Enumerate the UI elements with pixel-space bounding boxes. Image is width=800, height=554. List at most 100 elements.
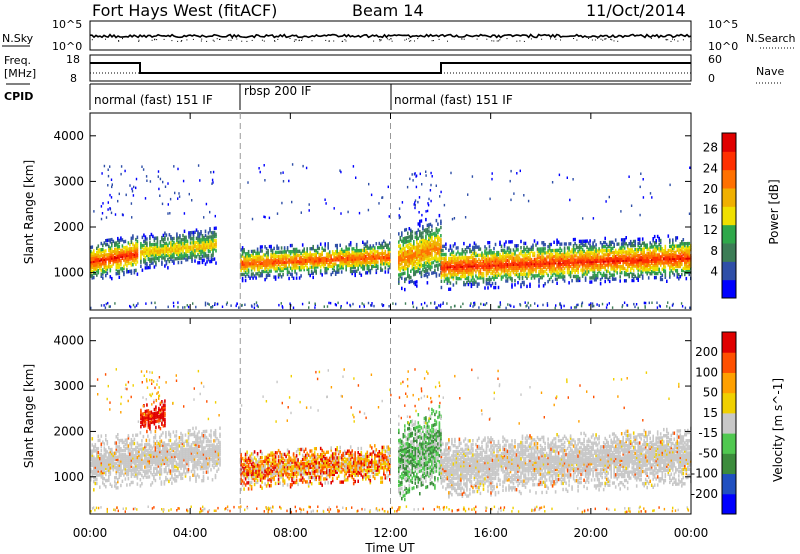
echo-cell — [571, 262, 573, 266]
echo-cell — [614, 269, 617, 273]
echo-cell — [140, 250, 142, 254]
echo-cell — [274, 256, 277, 261]
echo-cell — [533, 261, 536, 266]
echo-cell — [150, 261, 153, 265]
echo-cell — [508, 256, 510, 261]
echo-cell — [345, 253, 347, 257]
echo-cell — [440, 219, 442, 223]
echo-speckle — [324, 198, 326, 201]
echo-cell — [580, 239, 582, 244]
echo-cell — [491, 257, 494, 261]
echo-cell — [650, 251, 653, 255]
echo-cell — [452, 244, 455, 248]
echo-cell — [354, 263, 356, 267]
echo-cell — [118, 265, 121, 269]
echo-cell — [509, 262, 512, 267]
echo-cell — [494, 259, 497, 263]
echo-cell — [678, 256, 680, 260]
echo-speckle — [554, 306, 556, 310]
echo-cell — [670, 265, 673, 269]
echo-cell — [91, 265, 94, 270]
echo-cell — [303, 261, 305, 266]
echo-cell — [669, 257, 671, 261]
echo-speckle — [450, 306, 452, 309]
echo-cell — [520, 239, 522, 244]
echo-cell — [613, 252, 615, 257]
echo-cell — [240, 264, 242, 268]
echo-cell — [494, 281, 497, 286]
echo-cell — [514, 283, 516, 287]
echo-cell — [297, 259, 299, 264]
echo-cell — [365, 271, 367, 275]
echo-cell — [414, 282, 417, 287]
echo-cell — [383, 251, 385, 256]
echo-cell — [327, 252, 329, 256]
echo-cell — [209, 259, 211, 264]
echo-cell — [644, 270, 647, 274]
echo-speckle — [370, 304, 372, 307]
echo-cell — [443, 244, 446, 248]
nsearch-point — [345, 40, 347, 42]
echo-cell — [210, 259, 213, 264]
echo-cell — [541, 261, 543, 265]
echo-cell — [292, 262, 295, 266]
echo-cell — [593, 278, 596, 282]
echo-cell — [590, 251, 593, 255]
echo-cell — [259, 259, 262, 263]
echo-cell — [94, 255, 97, 259]
echo-cell — [503, 265, 506, 269]
echo-cell — [592, 263, 594, 268]
echo-cell — [91, 253, 94, 257]
echo-speckle — [381, 196, 383, 199]
echo-cell — [429, 247, 432, 251]
echo-cell — [684, 244, 686, 248]
echo-cell — [90, 245, 92, 250]
echo-cell — [109, 256, 112, 261]
echo-cell — [675, 236, 677, 240]
echo-cell — [366, 240, 369, 244]
echo-cell — [255, 255, 257, 260]
echo-cell — [536, 265, 539, 270]
echo-speckle — [251, 217, 254, 221]
echo-cell — [437, 222, 439, 226]
echo-cell — [283, 248, 286, 252]
echo-cell — [423, 243, 426, 247]
echo-cell — [179, 250, 181, 254]
echo-cell — [417, 244, 420, 249]
echo-cell — [185, 254, 187, 258]
echo-cell — [487, 286, 489, 290]
echo-cell — [413, 242, 415, 246]
echo-cell — [523, 262, 525, 266]
echo-cell — [681, 260, 683, 264]
echo-cell — [494, 242, 497, 247]
echo-cell — [357, 251, 359, 255]
echo-cell — [672, 267, 674, 271]
echo-cell — [523, 260, 525, 264]
echo-cell — [197, 236, 199, 240]
echo-cell — [622, 260, 624, 265]
echo-speckle — [420, 303, 423, 306]
echo-cell — [613, 244, 615, 248]
echo-cell — [399, 246, 402, 250]
echo-cell — [442, 248, 444, 253]
echo-cell — [295, 272, 298, 276]
echo-cell — [542, 243, 545, 247]
echo-cell — [348, 255, 350, 259]
echo-cell — [661, 253, 664, 257]
echo-cell — [520, 266, 522, 270]
echo-cell — [675, 238, 677, 242]
echo-cell — [152, 261, 154, 265]
echo-speckle — [525, 305, 527, 308]
echo-cell — [170, 253, 172, 257]
echo-cell — [198, 234, 201, 238]
nsearch-point — [594, 39, 596, 41]
echo-cell — [440, 238, 442, 242]
echo-cell — [607, 244, 609, 249]
echo-cell — [602, 271, 605, 276]
echo-cell — [306, 259, 308, 263]
echo-cell — [387, 261, 390, 266]
echo-cell — [464, 248, 467, 252]
echo-cell — [363, 248, 366, 253]
echo-cell — [207, 237, 210, 241]
echo-cell — [253, 255, 256, 260]
